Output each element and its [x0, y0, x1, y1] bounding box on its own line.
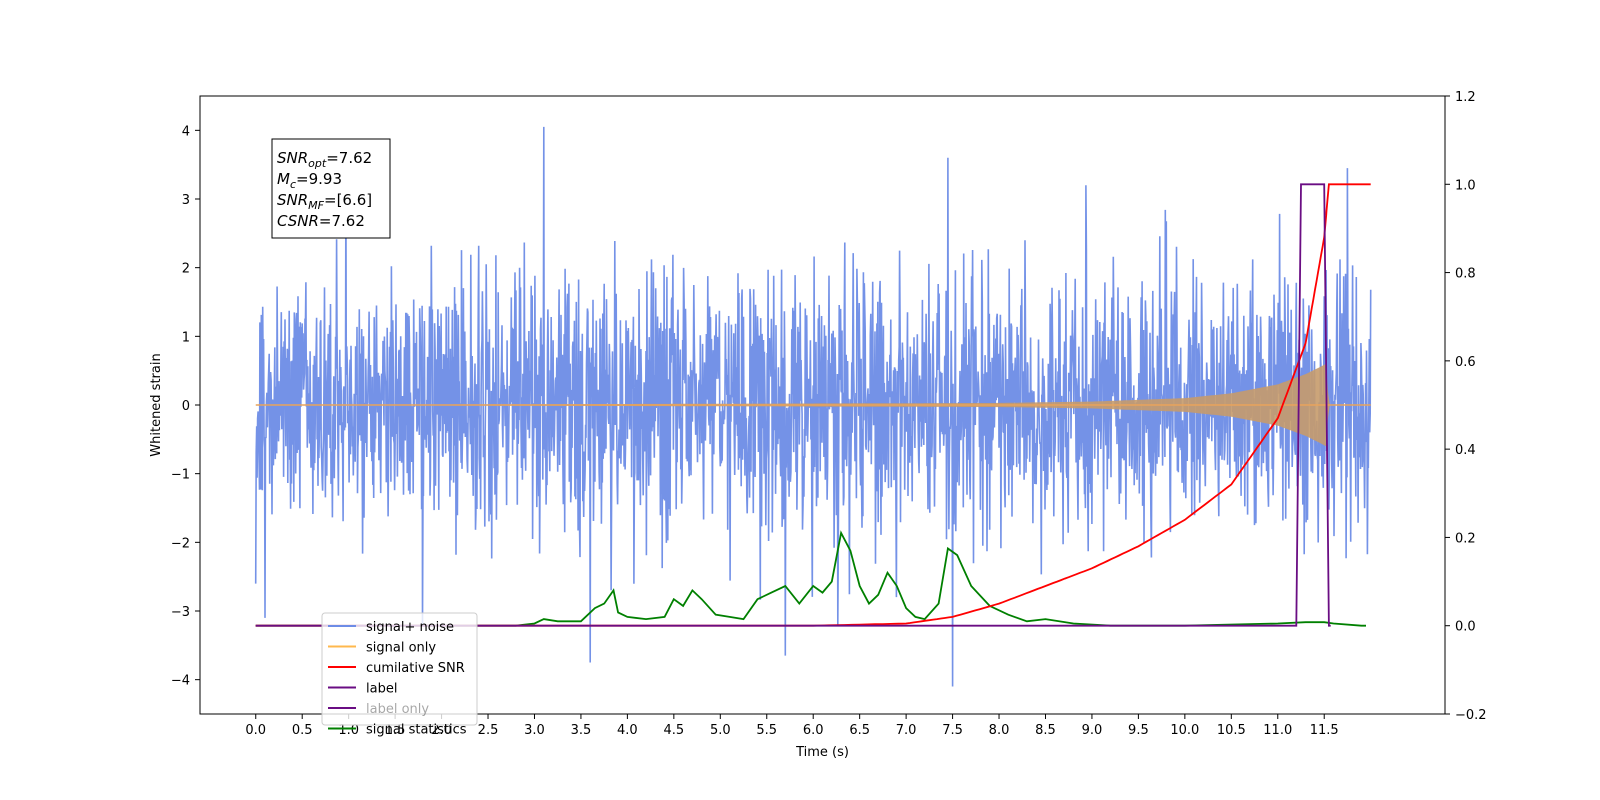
x-tick-label: 5.0 — [710, 723, 731, 738]
x-tick-label: 4.5 — [663, 723, 684, 738]
x-tick-label: 2.0 — [431, 723, 452, 738]
x-tick-label: 7.0 — [896, 723, 917, 738]
cumulative-snr-line — [255, 183, 1371, 627]
series-signal-only — [255, 363, 1371, 447]
y2-tick-label: 0.0 — [1455, 620, 1476, 635]
x-tick-label: 4.0 — [617, 723, 638, 738]
x-tick-label: 11.5 — [1310, 723, 1339, 738]
y-tick-label: 0 — [182, 399, 190, 414]
y-tick-label: −4 — [171, 674, 190, 689]
annotation-line: SNRopt=7.62 — [277, 149, 372, 170]
legend-label: label — [366, 682, 397, 697]
series-lines — [255, 183, 1371, 627]
x-tick-label: 8.5 — [1035, 723, 1056, 738]
legend-frame — [321, 612, 478, 726]
x-tick-label: 2.5 — [478, 723, 499, 738]
x-tick-label: 3.0 — [524, 723, 545, 738]
x-tick-label: 6.5 — [849, 723, 870, 738]
y-axis-label: Whitened strain — [149, 353, 164, 456]
x-tick-label: 0.0 — [245, 723, 266, 738]
y-axis-ticks: 4 3 2 1 0 −1 −2 −3 −4 — [171, 124, 200, 689]
legend: signal+ noise signal only cumilative SNR la… — [321, 612, 478, 738]
legend-label: signal only — [366, 641, 436, 656]
signal-statistics-line — [255, 530, 1366, 627]
y-tick-label: −2 — [171, 536, 190, 551]
y-tick-label: −3 — [171, 605, 190, 620]
legend-label: signal statistics — [366, 723, 467, 738]
x-tick-label: 8.0 — [989, 723, 1010, 738]
y2-axis-ticks: 1.2 1.0 0.8 0.6 0.4 0.2 0.0 −0.2 — [1445, 90, 1487, 723]
x-tick-label: 9.0 — [1082, 723, 1103, 738]
x-tick-label: 5.5 — [756, 723, 777, 738]
y2-tick-label: 0.4 — [1455, 443, 1476, 458]
x-axis-ticks: 0.0 0.5 1.0 1.5 2.0 2.5 3.0 3.5 4.0 4.5 5.0 5.5 6.0 6… — [245, 714, 1339, 738]
x-axis-label: Time (s) — [795, 745, 849, 760]
legend-label: label only — [366, 702, 429, 717]
x-tick-label: 6.0 — [803, 723, 824, 738]
y2-tick-label: 0.2 — [1455, 531, 1476, 546]
y2-tick-label: 0.8 — [1455, 267, 1476, 282]
y2-tick-label: 1.0 — [1455, 178, 1476, 193]
y-tick-label: 1 — [182, 330, 190, 345]
x-tick-label: 10.0 — [1170, 723, 1199, 738]
x-tick-label: 11.0 — [1263, 723, 1292, 738]
y2-tick-label: 1.2 — [1455, 90, 1476, 105]
annotation-line: SNRMF=[6.6] — [277, 191, 372, 212]
y2-tick-label: −0.2 — [1455, 708, 1487, 723]
y-tick-label: 4 — [182, 124, 190, 139]
series-signal-plus-noise — [254, 126, 1372, 687]
signal-plus-noise-line — [254, 126, 1372, 687]
annotation-line: Mc=9.93 — [277, 170, 342, 191]
annotation-frame — [271, 138, 391, 239]
legend-label: signal+ noise — [366, 620, 454, 635]
y-tick-label: 3 — [182, 193, 190, 208]
x-tick-label: 0.5 — [292, 723, 313, 738]
x-tick-label: 3.5 — [571, 723, 592, 738]
x-tick-label: 1.0 — [338, 723, 359, 738]
y-tick-label: −1 — [171, 468, 190, 483]
x-tick-label: 7.5 — [942, 723, 963, 738]
x-tick-label: 1.5 — [385, 723, 406, 738]
legend-label: cumilative SNR — [366, 661, 465, 676]
y2-tick-label: 0.6 — [1455, 355, 1476, 370]
x-tick-label: 9.5 — [1128, 723, 1149, 738]
y-tick-label: 2 — [182, 262, 190, 277]
annotation-line: CSNR=7.62 — [277, 212, 365, 230]
label-line — [255, 183, 1331, 627]
x-tick-label: 10.5 — [1217, 723, 1246, 738]
